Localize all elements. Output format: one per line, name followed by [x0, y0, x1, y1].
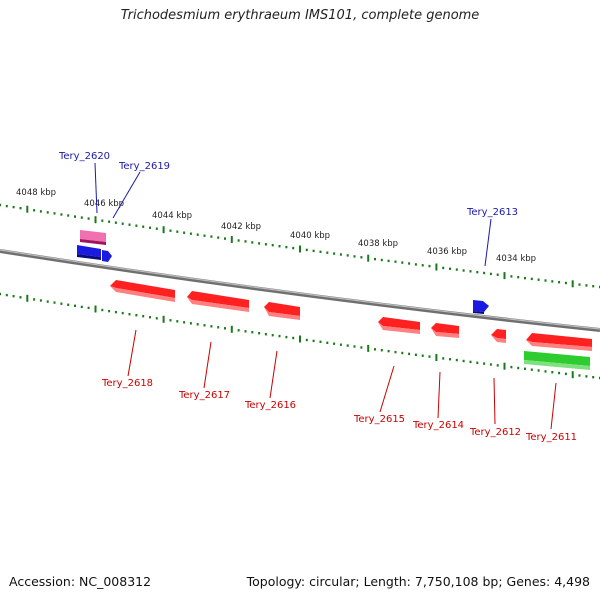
pink-feature[interactable] — [80, 230, 106, 245]
map-title: Trichodesmium erythraeum IMS101, complet… — [120, 8, 480, 23]
scale-label: 4034 kbp — [496, 254, 536, 264]
gene-tery-2618[interactable] — [110, 280, 175, 302]
gene-tery-2612[interactable] — [491, 329, 506, 343]
leader-lines — [94, 162, 557, 430]
gene-label-tery-2611[interactable]: Tery_2611 — [525, 432, 577, 443]
gene-label-tery-2619[interactable]: Tery_2619 — [118, 161, 170, 172]
gene-label-tery-2616[interactable]: Tery_2616 — [244, 400, 296, 411]
lower-scale-ticks — [0, 292, 600, 380]
gene-label-tery-2615[interactable]: Tery_2615 — [353, 414, 405, 425]
scale-label: 4048 kbp — [16, 188, 56, 198]
genome-stats-text: Topology: circular; Length: 7,750,108 bp… — [246, 574, 590, 589]
gene-tery-2611[interactable] — [526, 333, 592, 351]
leader-tery-2616 — [269, 350, 278, 399]
gene-labels: Tery_2620 Tery_2619 Tery_2613 Tery_2618 … — [58, 151, 577, 443]
scale-labels: 4048 kbp 4046 kbp 4044 kbp 4042 kbp 4040… — [16, 188, 536, 264]
scale-label: 4038 kbp — [358, 239, 398, 249]
scale-label: 4040 kbp — [290, 231, 330, 241]
leader-tery-2614 — [437, 371, 441, 419]
gene-label-tery-2612[interactable]: Tery_2612 — [469, 427, 521, 438]
genome-backbone-highlight — [0, 249, 600, 330]
reverse-features — [110, 280, 592, 370]
leader-tery-2620 — [94, 162, 98, 214]
gene-label-tery-2618[interactable]: Tery_2618 — [101, 378, 153, 389]
gene-tery-2619[interactable] — [102, 250, 112, 262]
gene-tery-2620[interactable] — [77, 245, 101, 260]
leader-tery-2612 — [493, 377, 496, 425]
green-feature[interactable] — [524, 351, 590, 370]
genome-backbone — [0, 249, 600, 332]
gene-tery-2616[interactable] — [264, 302, 300, 320]
leader-tery-2611 — [550, 382, 557, 430]
leader-tery-2615 — [379, 365, 395, 413]
scale-label: 4046 kbp — [84, 199, 124, 209]
gene-label-tery-2613[interactable]: Tery_2613 — [466, 207, 518, 218]
gene-tery-2614[interactable] — [431, 323, 459, 338]
scale-label: 4044 kbp — [152, 211, 192, 221]
leader-tery-2619 — [112, 171, 141, 219]
upper-scale-ticks — [0, 203, 600, 289]
gene-tery-2613[interactable] — [473, 300, 489, 314]
gene-tery-2615[interactable] — [378, 317, 420, 334]
gene-label-tery-2614[interactable]: Tery_2614 — [412, 420, 464, 431]
gene-label-tery-2620[interactable]: Tery_2620 — [58, 151, 110, 162]
leader-tery-2617 — [203, 341, 212, 389]
gene-tery-2617[interactable] — [187, 291, 249, 312]
accession-text: Accession: NC_008312 — [9, 574, 152, 589]
leader-tery-2618 — [127, 329, 137, 377]
gene-label-tery-2617[interactable]: Tery_2617 — [178, 390, 230, 401]
forward-features — [77, 230, 489, 314]
leader-tery-2613 — [484, 218, 492, 267]
scale-label: 4036 kbp — [427, 247, 467, 257]
scale-label: 4042 kbp — [221, 222, 261, 232]
